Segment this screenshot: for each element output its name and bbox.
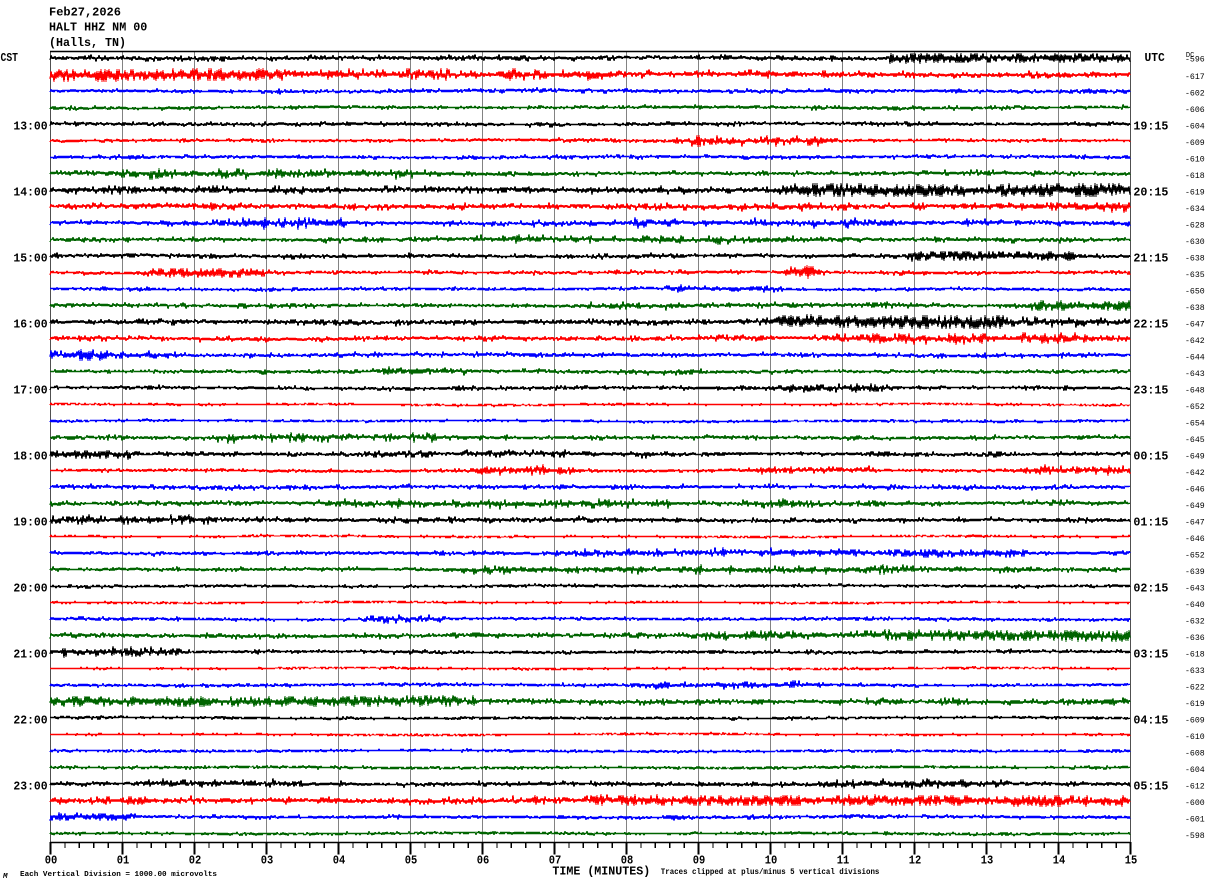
svg-text:DC: DC [1186,52,1194,60]
svg-text:-646: -646 [1185,486,1205,495]
svg-text:-628: -628 [1185,222,1205,231]
svg-text:-619: -619 [1185,700,1205,709]
svg-text:-640: -640 [1185,601,1205,610]
svg-text:14: 14 [1053,853,1066,867]
svg-text:15: 15 [1125,853,1138,867]
svg-text:-619: -619 [1185,189,1205,198]
svg-text:-647: -647 [1185,321,1205,330]
svg-text:-600: -600 [1185,799,1205,808]
svg-text:-609: -609 [1185,139,1205,148]
svg-text:-604: -604 [1185,123,1205,132]
svg-text:(Halls, TN): (Halls, TN) [49,36,126,50]
svg-text:17:00: 17:00 [13,383,47,397]
svg-text:Feb27,2026: Feb27,2026 [49,6,121,20]
svg-text:-606: -606 [1185,106,1205,115]
svg-text:-635: -635 [1185,271,1205,280]
svg-text:-612: -612 [1185,783,1205,792]
svg-text:-644: -644 [1185,354,1205,363]
svg-text:03: 03 [261,853,274,867]
svg-text:04:15: 04:15 [1133,713,1168,727]
svg-text:18:00: 18:00 [13,449,47,463]
svg-text:20:00: 20:00 [13,581,47,595]
svg-text:-638: -638 [1185,255,1205,264]
svg-text:16:00: 16:00 [13,317,47,331]
svg-text:-602: -602 [1185,90,1205,99]
svg-text:M: M [2,873,8,881]
svg-text:-601: -601 [1185,816,1205,825]
svg-text:22:15: 22:15 [1133,317,1168,331]
svg-text:-608: -608 [1185,750,1205,759]
svg-text:-609: -609 [1185,717,1205,726]
svg-text:CST: CST [1,51,19,65]
svg-text:-636: -636 [1185,634,1205,643]
svg-text:TIME (MINUTES): TIME (MINUTES) [552,865,650,879]
svg-text:-646: -646 [1185,535,1205,544]
svg-text:-642: -642 [1185,337,1205,346]
svg-text:05: 05 [405,853,418,867]
svg-text:Traces clipped at plus/minus 5: Traces clipped at plus/minus 5 vertical … [661,868,880,877]
svg-text:21:15: 21:15 [1133,251,1168,265]
svg-text:04: 04 [333,853,346,867]
svg-text:HALT HHZ NM 00: HALT HHZ NM 00 [49,21,147,35]
svg-text:-596: -596 [1185,56,1205,65]
svg-text:-643: -643 [1185,370,1205,379]
svg-text:05:15: 05:15 [1133,779,1168,793]
svg-text:01: 01 [117,853,130,867]
svg-text:-632: -632 [1185,618,1205,627]
svg-text:-610: -610 [1185,733,1205,742]
svg-text:19:15: 19:15 [1133,119,1168,133]
svg-text:21:00: 21:00 [13,647,47,661]
svg-text:13:00: 13:00 [13,119,47,133]
svg-text:11: 11 [837,853,850,867]
svg-text:-618: -618 [1185,172,1205,181]
svg-text:14:00: 14:00 [13,185,47,199]
svg-text:-638: -638 [1185,304,1205,313]
svg-text:-654: -654 [1185,420,1205,429]
svg-text:-647: -647 [1185,519,1205,528]
svg-text:01:15: 01:15 [1133,515,1168,529]
svg-text:-650: -650 [1185,288,1205,297]
svg-text:15:00: 15:00 [13,251,47,265]
svg-text:12: 12 [909,853,922,867]
svg-text:-617: -617 [1185,73,1205,82]
svg-text:03:15: 03:15 [1133,647,1168,661]
svg-text:00:15: 00:15 [1133,449,1168,463]
svg-text:13: 13 [981,853,994,867]
svg-text:-652: -652 [1185,552,1205,561]
svg-text:-649: -649 [1185,502,1205,511]
svg-text:-649: -649 [1185,453,1205,462]
svg-text:23:00: 23:00 [13,779,47,793]
svg-text:08: 08 [621,853,634,867]
svg-text:-598: -598 [1185,832,1205,841]
svg-text:07: 07 [549,853,562,867]
svg-text:UTC: UTC [1145,51,1165,65]
svg-text:02:15: 02:15 [1133,581,1168,595]
svg-text:-634: -634 [1185,205,1205,214]
svg-text:00: 00 [45,853,58,867]
svg-text:10: 10 [765,853,778,867]
svg-text:-610: -610 [1185,156,1205,165]
svg-text:09: 09 [693,853,706,867]
svg-text:-652: -652 [1185,403,1205,412]
svg-text:20:15: 20:15 [1133,185,1168,199]
svg-text:-642: -642 [1185,469,1205,478]
svg-text:-630: -630 [1185,238,1205,247]
svg-text:-648: -648 [1185,387,1205,396]
svg-text:02: 02 [189,853,202,867]
svg-text:06: 06 [477,853,490,867]
svg-text:-604: -604 [1185,766,1205,775]
svg-text:22:00: 22:00 [13,713,47,727]
svg-text:23:15: 23:15 [1133,383,1168,397]
svg-text:-633: -633 [1185,667,1205,676]
svg-text:-643: -643 [1185,585,1205,594]
svg-text:Each Vertical Division = 1000.: Each Vertical Division = 1000.00 microvo… [20,871,217,879]
svg-text:-645: -645 [1185,436,1205,445]
svg-text:-618: -618 [1185,651,1205,660]
svg-text:-639: -639 [1185,568,1205,577]
svg-text:-622: -622 [1185,684,1205,693]
svg-text:19:00: 19:00 [13,515,47,529]
